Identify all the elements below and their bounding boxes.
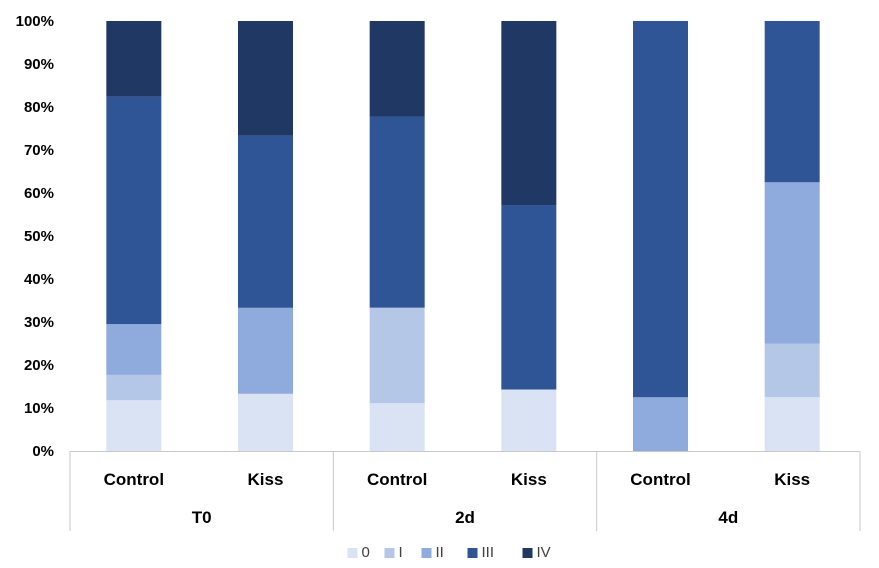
- x-tick-label: Kiss: [511, 470, 547, 489]
- y-tick-label: 30%: [24, 314, 54, 331]
- x-axis: Control Kiss Control Kiss Control Kiss T0 2d 4d: [69, 451, 861, 531]
- bar-segment: [106, 96, 162, 325]
- bar-segment: [633, 397, 688, 451]
- y-tick-label: 60%: [24, 185, 54, 202]
- bar-segment: [369, 116, 425, 308]
- legend-swatch: [347, 548, 358, 558]
- bar-segment: [106, 374, 162, 401]
- y-tick-label: 80%: [24, 99, 54, 116]
- bar-segment: [238, 21, 293, 136]
- legend-label: I: [399, 544, 403, 561]
- legend-swatch: [384, 548, 395, 558]
- y-tick-label: 20%: [24, 357, 54, 374]
- y-tick-label: 100%: [16, 13, 54, 30]
- bar-segment: [501, 21, 557, 206]
- y-tick-label: 0%: [32, 443, 54, 460]
- x-tick-label: Control: [630, 470, 690, 489]
- bar-segment: [369, 21, 425, 117]
- bar-segment: [369, 403, 425, 451]
- x-tick-label: Control: [104, 470, 164, 489]
- bar-segment: [764, 182, 820, 344]
- group-label: 4d: [718, 508, 738, 527]
- bar-segment: [764, 397, 820, 451]
- legend-label: IV: [537, 544, 551, 561]
- bar-segment: [106, 324, 162, 375]
- bar-segment: [633, 21, 688, 398]
- legend-swatch: [467, 548, 478, 558]
- x-tick-label: Kiss: [248, 470, 284, 489]
- legend-label: 0: [362, 544, 370, 561]
- y-tick-label: 90%: [24, 56, 54, 73]
- bar-segment: [764, 343, 820, 398]
- bar-segment: [106, 400, 162, 451]
- y-axis: 0% 10% 20% 30% 40% 50% 60% 70% 80% 90% 100%: [16, 13, 54, 460]
- legend-label: III: [482, 544, 495, 561]
- y-tick-label: 10%: [24, 400, 54, 417]
- bar-segment: [501, 205, 557, 390]
- legend-swatch: [522, 548, 533, 558]
- y-tick-label: 40%: [24, 271, 54, 288]
- group-label: T0: [192, 508, 212, 527]
- bar-segment: [238, 393, 293, 451]
- bar-segment: [501, 389, 557, 451]
- legend-swatch: [421, 548, 432, 558]
- x-tick-label: Control: [367, 470, 427, 489]
- y-tick-label: 50%: [24, 228, 54, 245]
- y-tick-label: 70%: [24, 142, 54, 159]
- bar-segment: [238, 307, 293, 394]
- group-label: 2d: [455, 508, 475, 527]
- bar-segment: [369, 307, 425, 404]
- bar-segment: [238, 135, 293, 308]
- legend: 0 I II III IV: [347, 544, 551, 561]
- bar-segment: [764, 21, 820, 183]
- legend-label: II: [436, 544, 444, 561]
- x-tick-label: Kiss: [774, 470, 810, 489]
- bars: [106, 21, 820, 451]
- bar-segment: [106, 21, 162, 97]
